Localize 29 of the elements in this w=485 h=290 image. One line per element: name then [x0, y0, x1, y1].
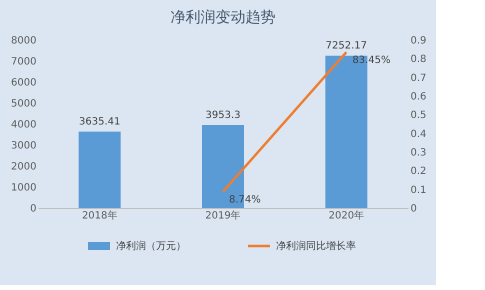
y2-tick-label: 0.3 — [410, 148, 426, 158]
bar — [78, 132, 121, 208]
y2-tick-label: 0.1 — [410, 184, 426, 196]
x-tick-label: 2019年 — [205, 210, 241, 222]
y-tick-label: 5000 — [11, 98, 36, 110]
y2-tick-label: 0 — [410, 204, 417, 214]
data-label: 7252.17 — [326, 40, 368, 52]
y-tick-label: 0 — [30, 204, 36, 214]
y2-tick-label: 0.2 — [410, 166, 426, 178]
y2-tick-label: 0.8 — [410, 54, 426, 66]
y-tick-label: 7000 — [11, 56, 36, 68]
legend-label: 净利润同比增长率 — [276, 240, 356, 252]
y-tick-label: 6000 — [11, 78, 36, 88]
y2-tick-label: 0.7 — [410, 72, 426, 84]
y-tick-label: 1000 — [11, 182, 36, 194]
y-tick-label: 2000 — [11, 162, 36, 172]
y2-tick-label: 0.5 — [410, 110, 426, 122]
y-tick-label: 8000 — [11, 36, 36, 46]
x-tick-label: 2018年 — [82, 210, 118, 222]
y-tick-label: 3000 — [11, 140, 36, 152]
chart-title: 净利润变动趋势 — [170, 8, 276, 26]
legend-label: 净利润（万元） — [116, 240, 186, 252]
y2-tick-label: 0.9 — [410, 36, 426, 46]
data-label: 3635.41 — [78, 116, 120, 128]
x-tick-label: 2020年 — [328, 210, 364, 222]
y-tick-label: 4000 — [11, 120, 36, 130]
data-label: 3953.3 — [206, 110, 240, 121]
y2-tick-label: 0.4 — [410, 128, 426, 140]
y2-tick-label: 0.6 — [410, 92, 426, 102]
